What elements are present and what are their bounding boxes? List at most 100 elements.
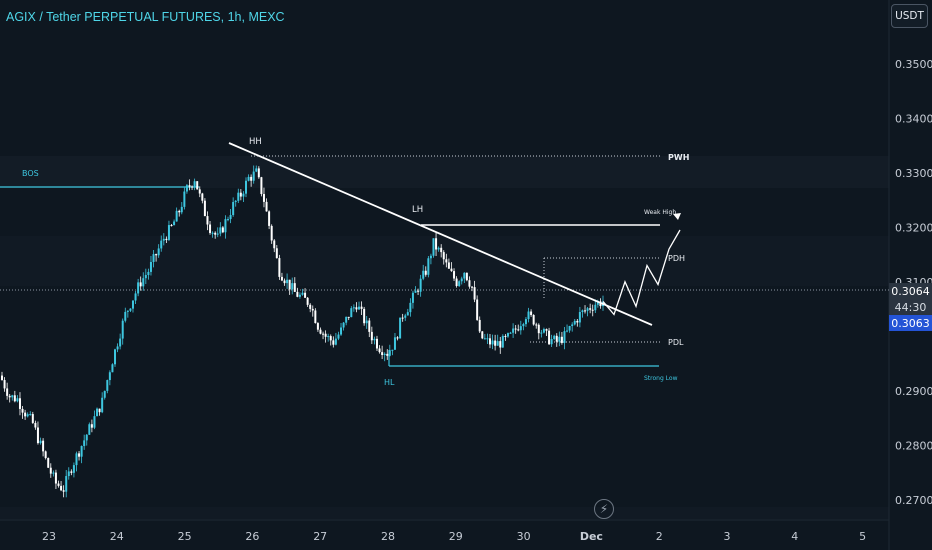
candle-body [237,192,240,201]
candle-body [265,201,268,212]
candle-body [96,408,99,417]
label-bos: BOS [22,169,39,178]
candle-body [471,286,474,288]
candle-body [229,215,232,220]
last-price-tag: 0.3064 [889,283,932,299]
candle-body [499,341,502,348]
candle-body [93,416,96,428]
candle-body [288,279,291,290]
candle-body [458,281,461,287]
x-tick-label: 5 [859,530,866,543]
x-tick-label: 4 [791,530,798,543]
candle-body [6,388,9,396]
candle-body [101,397,104,413]
label-pdl: PDL [668,338,684,347]
candle-body [291,283,294,290]
candle-body [283,280,286,284]
currency-button[interactable]: USDT [891,4,928,28]
candle-body [578,312,581,323]
candle-body [429,255,432,259]
candle-body [162,238,165,241]
candle-body [139,282,142,287]
candle-body [417,290,420,292]
candle-body [563,331,566,343]
candle-body [445,259,448,263]
candle-body [424,270,427,275]
time-axis[interactable]: 23 24 25 26 27 28 29 30 Dec 2 3 4 5 [42,530,866,543]
candle-body [124,311,127,321]
candle-body [221,227,224,233]
candle-body [576,320,579,323]
candle-body [347,316,350,318]
candle-body [324,333,327,337]
candle-body [440,247,443,253]
candle-body [270,225,273,241]
candle-body [255,168,258,172]
candle-body [334,338,337,345]
candle-body [486,338,489,340]
candle-body [16,398,19,402]
candle-body [517,329,520,331]
candle-body [453,271,456,279]
candle-body [455,278,458,287]
candle-body [52,472,55,474]
candle-body [388,350,391,356]
candle-body [530,311,533,315]
candle-body [401,317,404,319]
candle-body [155,254,158,256]
candle-body [103,390,106,398]
candle-body [463,272,466,279]
candle-body [411,292,414,303]
candle-body [252,171,255,181]
candle-body [296,291,299,297]
candle-body [358,306,361,310]
candle-body [404,315,407,318]
candle-body [201,193,204,201]
candle-body [409,302,412,313]
candle-body [355,307,358,310]
candle-body [203,200,206,217]
candle-body [193,181,196,187]
candle-body [422,270,425,279]
chart-title: AGIX / Tether PERPETUAL FUTURES, 1h, MEX… [6,10,285,24]
candle-body [211,232,214,234]
candle-body [60,485,63,491]
candle-body [242,193,245,197]
projection-path[interactable] [602,229,681,316]
candle-body [111,364,114,373]
candle-body [98,408,101,413]
lightning-bolt-icon[interactable]: ⚡ [594,499,614,519]
candle-body [596,301,599,305]
y-tick-label: 0.3500 [895,58,932,71]
candle-body [535,324,538,326]
candle-body [131,300,134,309]
candle-body [232,202,235,216]
candle-body [206,216,209,225]
y-tick-label: 0.2700 [895,494,932,507]
candle-body [491,340,494,345]
candle-body [589,308,592,310]
candle-body [496,341,499,346]
candle-body [1,375,3,381]
candle-body [183,191,186,207]
candle-body [442,252,445,260]
candle-body [44,451,47,459]
candle-body [142,278,145,287]
candle-body [432,238,435,256]
candle-body [29,414,32,416]
candle-body [381,352,384,355]
candle-body [39,440,42,444]
candle-body [327,336,330,338]
candle-body [550,338,553,345]
trendline[interactable] [228,142,653,326]
candle-body [373,338,376,341]
candle-body [21,408,24,413]
candle-body [386,353,389,356]
bottom-zone [0,507,889,519]
candle-body [278,258,281,277]
candle-body [558,336,561,342]
candle-body [26,414,29,417]
candle-body [31,414,34,423]
candle-body [65,476,68,492]
